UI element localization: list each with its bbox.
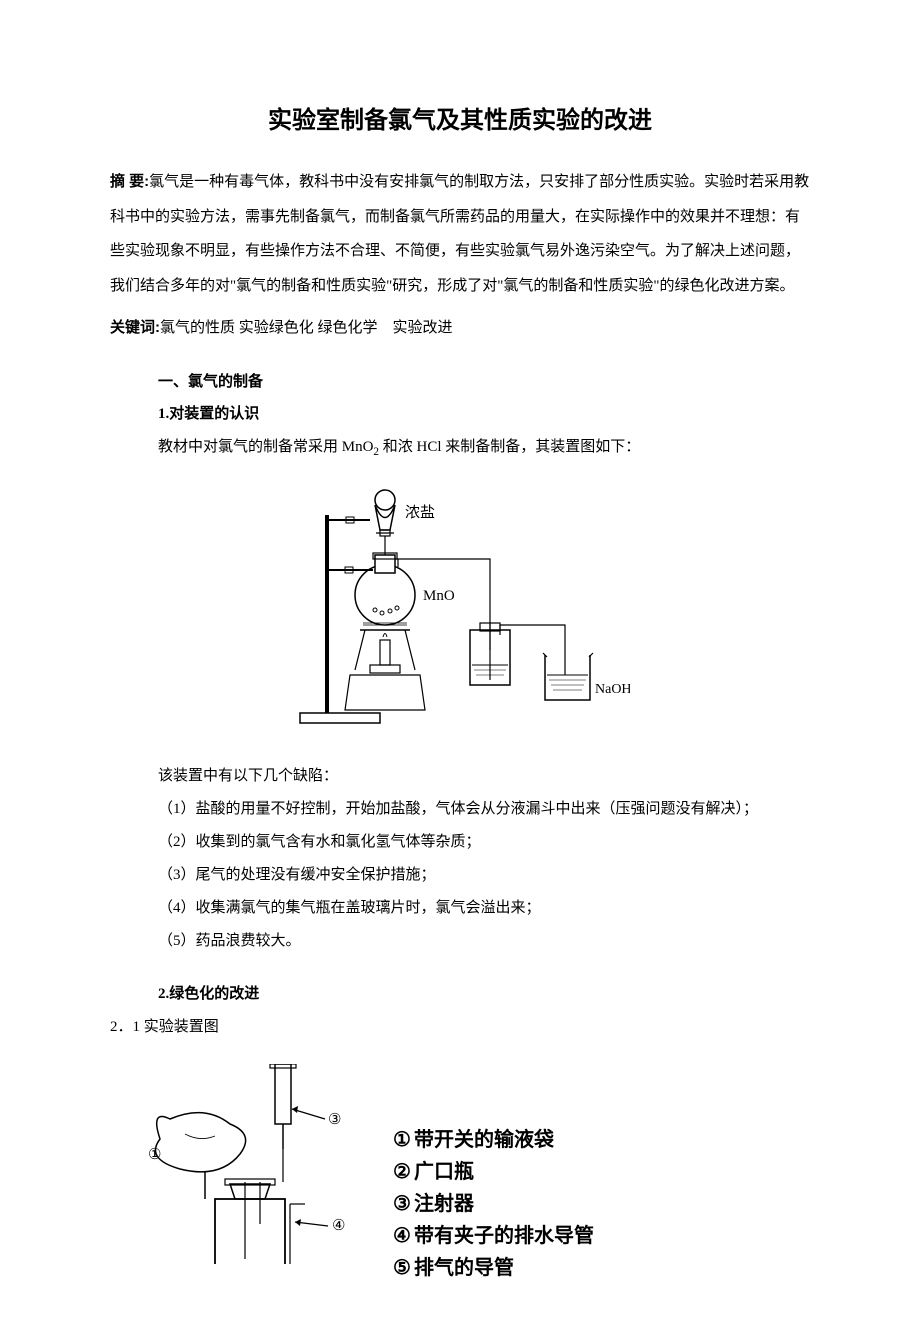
keywords-text: 氯气的性质 实验绿色化 绿色化学 实验改进: [160, 320, 453, 336]
defect-2: （2）收集到的氯气含有水和氯化氢气体等杂质；: [110, 826, 810, 859]
defects-intro: 该装置中有以下几个缺陷：: [110, 760, 810, 793]
figure-1: 浓盐 MnO: [110, 475, 810, 740]
document-title: 实验室制备氯气及其性质实验的改进: [110, 100, 810, 135]
figure-2-legend: ①带开关的输液袋 ②广口瓶 ③注射器 ④带有夹子的排水导管 ⑤排气的导管: [390, 1064, 594, 1284]
defect-4: （4）收集满氯气的集气瓶在盖玻璃片时，氯气会溢出来；: [110, 892, 810, 925]
abstract-text: 氯气是一种有毒气体，教科书中没有安排氯气的制取方法，只安排了部分性质实验。实验时…: [110, 174, 809, 294]
legend-item-5: ⑤排气的导管: [390, 1252, 594, 1284]
section-1-2-heading: 2.绿色化的改进: [158, 978, 810, 1011]
figure-2: ① ③ ④: [110, 1064, 810, 1284]
figure1-label-funnel: 浓盐: [405, 504, 435, 521]
intro-suffix: 和浓 HCl 来制备制备，其装置图如下：: [379, 439, 640, 455]
defect-5: （5）药品浪费较大。: [110, 925, 810, 958]
legend-item-2: ②广口瓶: [390, 1156, 594, 1188]
figure2-callout-3: ③: [328, 1112, 341, 1128]
keywords-label: 关键词:: [110, 319, 160, 336]
section-1-1-heading: 1.对装置的认识: [158, 398, 810, 431]
apparatus-diagram-1: 浓盐 MnO: [290, 475, 630, 735]
figure2-callout-4: ④: [332, 1218, 345, 1234]
section-1-1-intro: 教材中对氯气的制备常采用 MnO2 和浓 HCl 来制备制备，其装置图如下：: [110, 431, 810, 465]
defect-1: （1）盐酸的用量不好控制，开始加盐酸，气体会从分液漏斗中出来（压强问题没有解决）…: [110, 793, 810, 826]
apparatus-diagram-2: ① ③ ④: [110, 1064, 390, 1264]
abstract-label: 摘 要:: [110, 173, 149, 190]
section-1-heading: 一、氯气的制备: [158, 365, 810, 398]
section-1-2-1-heading: 2．1 实验装置图: [110, 1011, 810, 1044]
legend-item-4: ④带有夹子的排水导管: [390, 1220, 594, 1252]
page: 实验室制备氯气及其性质实验的改进 摘 要:氯气是一种有毒气体，教科书中没有安排氯…: [0, 0, 920, 1324]
intro-prefix: 教材中对氯气的制备常采用 MnO: [158, 439, 373, 455]
figure1-label-beaker: NaOH 溶: [595, 681, 630, 697]
abstract: 摘 要:氯气是一种有毒气体，教科书中没有安排氯气的制取方法，只安排了部分性质实验…: [110, 165, 810, 303]
legend-item-1: ①带开关的输液袋: [390, 1124, 594, 1156]
figure1-label-flask: MnO: [423, 588, 455, 604]
figure2-callout-1: ①: [148, 1147, 161, 1163]
legend-item-3: ③注射器: [390, 1188, 594, 1220]
defect-3: （3）尾气的处理没有缓冲安全保护措施；: [110, 859, 810, 892]
keywords: 关键词:氯气的性质 实验绿色化 绿色化学 实验改进: [110, 311, 810, 345]
